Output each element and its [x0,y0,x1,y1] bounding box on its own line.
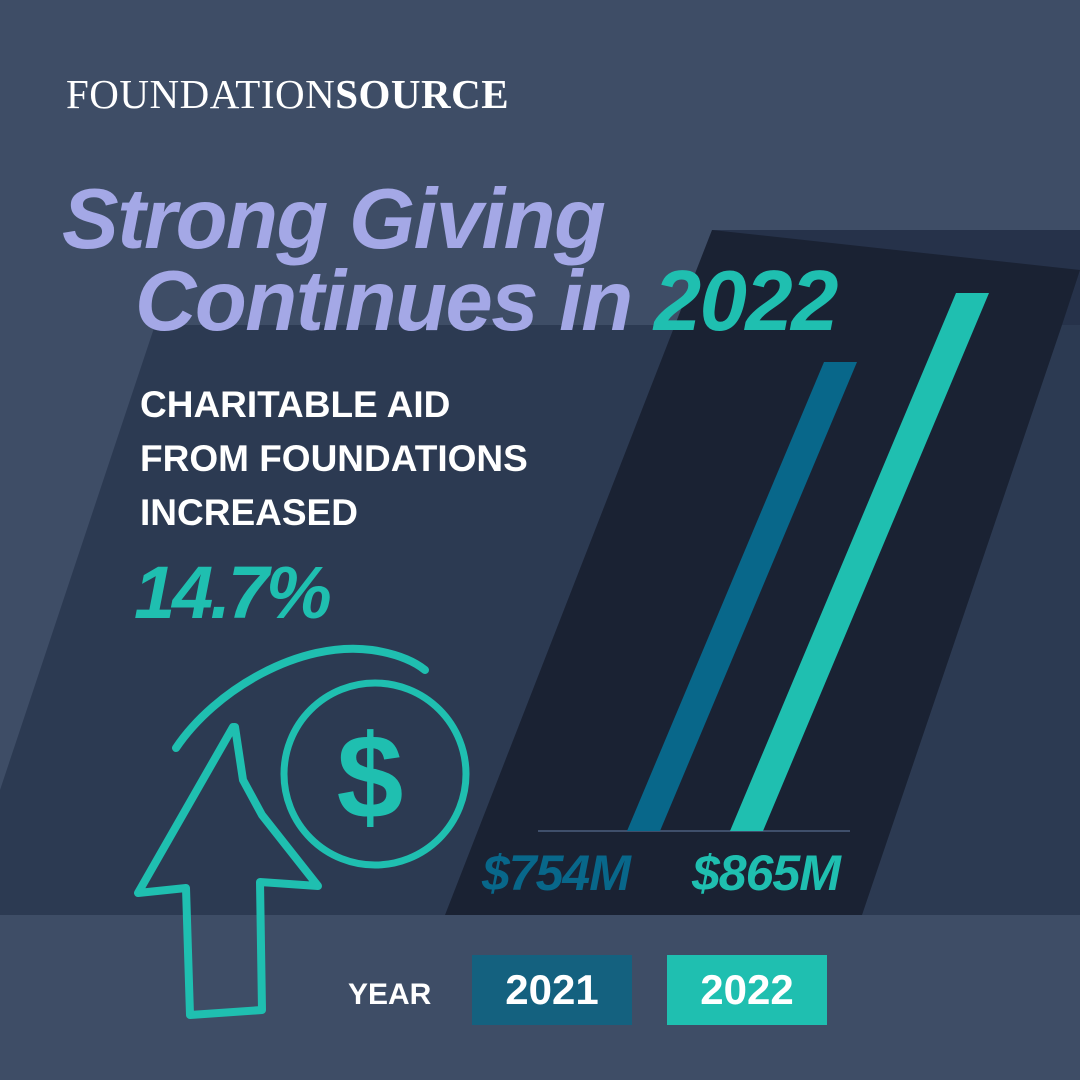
subtitle: CHARITABLE AID FROM FOUNDATIONS INCREASE… [140,378,610,540]
brand-logo-part1: FOUNDATION [66,71,336,117]
subtitle-line3: INCREASED [140,492,358,533]
x-axis-label: YEAR [348,978,432,1011]
headline-line2-prefix: Continues in [135,254,654,349]
bar-2022 [730,293,989,831]
category-label-2021: 2021 [472,955,632,1025]
dollar-coin-icon: $ [280,679,470,869]
brand-logo: FOUNDATIONSOURCE [66,70,509,118]
brand-logo-part2: SOURCE [335,71,510,117]
headline-line1: Strong Giving [62,172,606,267]
value-label-2022: $865M [692,845,841,901]
subtitle-line1: CHARITABLE AID [140,384,451,425]
value-label-2021: $754M [482,845,631,901]
headline-year-accent: 2022 [653,254,839,349]
subtitle-line2: FROM FOUNDATIONS [140,438,528,479]
headline-line2: Continues in 2022 [135,259,838,344]
bars-layer [627,293,989,831]
dollar-sign-icon: $ [337,710,404,844]
chart-panel-edge [712,230,1080,325]
category-label-2022: 2022 [667,955,827,1025]
bar-2021 [627,362,857,831]
increase-percentage: 14.7% [134,551,332,634]
up-arrow-icon [134,644,429,1019]
